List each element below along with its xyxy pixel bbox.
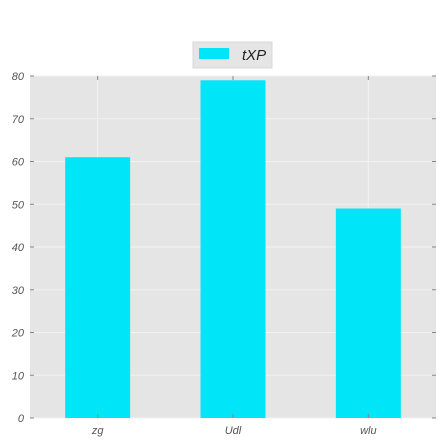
- y-tick-label: 0: [18, 413, 25, 425]
- x-tick-label: Udl: [225, 425, 242, 437]
- bar-zg: [65, 157, 131, 418]
- y-tick-label: 30: [12, 285, 25, 297]
- legend: tXP: [192, 41, 273, 69]
- y-tick-label: 20: [11, 328, 25, 340]
- x-tick-label: zg: [91, 425, 105, 437]
- bar-wlu: [335, 208, 401, 418]
- y-tick-label: 10: [12, 370, 25, 382]
- bar-Udl: [200, 80, 266, 419]
- y-tick-label: 60: [12, 157, 25, 169]
- y-tick-label: 80: [12, 71, 25, 83]
- legend-label: tXP: [242, 47, 266, 64]
- y-tick-label: 70: [12, 114, 25, 126]
- legend-swatch: [199, 48, 229, 59]
- y-tick-label: 40: [12, 242, 25, 254]
- x-tick-label: wlu: [360, 425, 377, 437]
- y-tick-label: 50: [12, 199, 25, 211]
